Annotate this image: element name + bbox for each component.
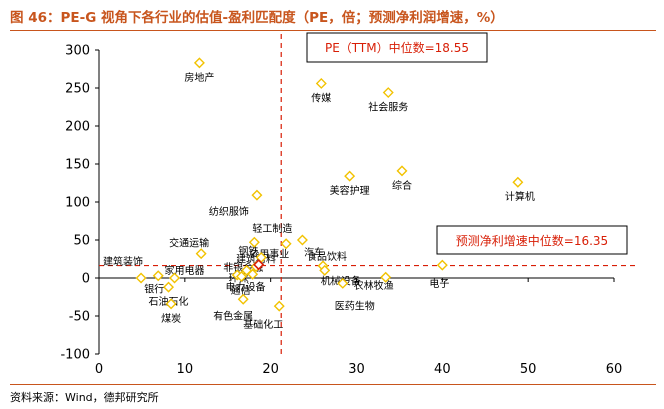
chart-axes: -100 -50 0 50 100 150 200 250 300 0 10 20 30 40 50 60 xyxy=(60,44,622,378)
y-tick-label: -50 xyxy=(69,310,90,325)
point-label: 房地产 xyxy=(184,71,214,84)
point-label: 煤炭 xyxy=(161,312,181,325)
point-label: 有色金属 xyxy=(213,309,253,322)
source-note: 资料来源：Wind，德邦研究所 xyxy=(10,391,159,404)
scatter-point xyxy=(237,293,249,305)
y-tick-label: 300 xyxy=(65,44,90,59)
y-tick-label: 250 xyxy=(65,82,90,97)
x-tick-label: 30 xyxy=(348,362,365,377)
scatter-point xyxy=(135,272,147,284)
scatter-point xyxy=(165,298,177,310)
scatter-point xyxy=(512,176,524,188)
x-tick-label: 60 xyxy=(606,362,623,377)
point-label: 计算机 xyxy=(505,190,535,203)
point-label: 纺织服饰 xyxy=(209,205,249,218)
point-labels: 房地产传媒社会服务美容护理综合计算机国防军工纺织服饰轻工制造交通运输钢铁公用事业… xyxy=(103,71,535,331)
data-points xyxy=(135,57,524,312)
point-label: 电子 xyxy=(429,277,449,290)
point-label: 建筑装饰 xyxy=(103,255,143,268)
scatter-point xyxy=(152,270,164,282)
x-tick-label: 10 xyxy=(177,362,194,377)
scatter-point xyxy=(195,248,207,260)
growth-median-box xyxy=(436,225,628,255)
scatter-point xyxy=(380,271,392,283)
y-tick-label: 200 xyxy=(65,120,90,135)
scatter-point xyxy=(169,272,181,284)
y-tick-label: 0 xyxy=(82,272,90,287)
x-tick-label: 0 xyxy=(95,362,103,377)
scatter-point xyxy=(436,259,448,271)
scatter-point xyxy=(319,264,331,276)
scatter-point xyxy=(247,268,259,280)
title-divider xyxy=(10,30,656,31)
scatter-point xyxy=(280,238,292,250)
point-label: 基础化工 xyxy=(243,318,283,331)
point-label: 综合 xyxy=(392,179,412,192)
point-label: 美容护理 xyxy=(330,184,370,197)
y-tick-label: 100 xyxy=(65,196,90,211)
source-divider xyxy=(10,384,656,385)
point-label: 轻工制造 xyxy=(252,222,292,235)
pe-median-label: PE（TTM）中位数=18.55 xyxy=(325,40,469,55)
pe-median-box xyxy=(306,32,488,63)
point-label: 社会服务 xyxy=(368,101,408,114)
point-label: 汽车 xyxy=(304,246,324,259)
point-label: 通信 xyxy=(231,285,251,297)
scatter-point xyxy=(248,236,260,248)
point-label: 医药生物 xyxy=(335,299,375,312)
point-label: 电力设备 xyxy=(225,280,265,293)
y-tick-label: 150 xyxy=(65,158,90,173)
scatter-point xyxy=(251,189,263,201)
growth-median-label: 预测净利增速中位数=16.35 xyxy=(456,233,608,248)
scatter-point xyxy=(235,270,247,282)
x-tick-label: 40 xyxy=(434,362,451,377)
scatter-point xyxy=(396,165,408,177)
scatter-point xyxy=(337,277,349,289)
x-tick-label: 20 xyxy=(262,362,279,377)
scatter-point xyxy=(296,234,308,246)
point-label: 钢铁 xyxy=(238,244,258,257)
scatter-point xyxy=(382,87,394,99)
median-label-boxes: PE（TTM）中位数=18.55 预测净利增速中位数=16.35 xyxy=(306,32,628,255)
point-label: 银行 xyxy=(144,283,164,296)
scatter-point xyxy=(163,281,175,293)
scatter-point xyxy=(193,57,205,69)
point-label: 家用电器 xyxy=(165,264,205,277)
point-label: 传媒 xyxy=(311,92,331,104)
point-label: 交通运输 xyxy=(169,237,209,250)
scatter-point xyxy=(344,170,356,182)
x-tick-label: 50 xyxy=(520,362,537,377)
figure-title: 图 46：PE-G 视角下各行业的估值-盈利匹配度（PE，倍；预测净利润增速，%… xyxy=(10,10,504,26)
highlight-point xyxy=(253,259,265,271)
point-label: 建筑材料 xyxy=(236,253,276,266)
point-label: 食品饮料 xyxy=(307,250,347,263)
point-label: 农林牧渔 xyxy=(354,279,394,292)
y-tick-label: 50 xyxy=(73,234,90,249)
scatter-point xyxy=(273,300,285,312)
y-tick-label: -100 xyxy=(60,348,90,363)
scatter-point xyxy=(315,77,327,89)
